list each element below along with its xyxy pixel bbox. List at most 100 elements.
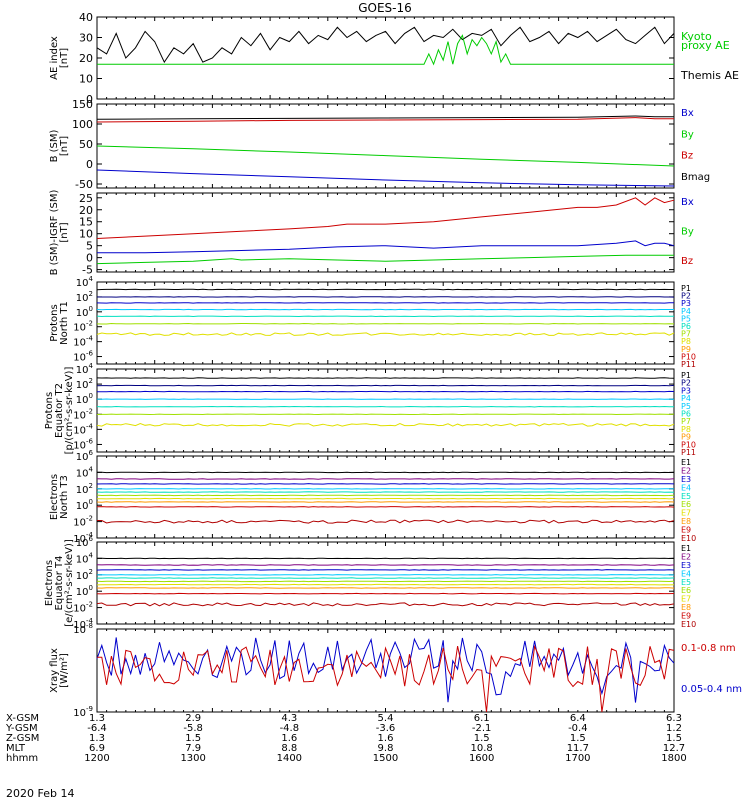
series-line-green (97, 34, 674, 66)
legend-label-p7: P7 (681, 330, 691, 339)
panel-protons_t2: Protons Equator T2 [p/(cm²-s-sr-keV)]10-61… (44, 362, 696, 457)
y-tick-label: 104 (76, 551, 94, 565)
legend-label-p10: P10 (681, 352, 696, 361)
legend-label-e4: E4 (681, 483, 691, 492)
y-axis-label: Equator T4 (54, 556, 65, 611)
y-axis-label: Protons (44, 392, 55, 429)
y-tick-label: 102 (76, 290, 93, 304)
series-line-blue (96, 569, 675, 571)
legend-label-bx: Bx (681, 108, 694, 119)
series-line-yellow (96, 332, 675, 337)
series-line-black (96, 115, 674, 120)
legend-label-e10: E10 (681, 620, 696, 629)
series-line-purple (96, 564, 675, 566)
y-tick-label: 40 (79, 11, 93, 24)
series-line-green (96, 145, 675, 167)
y-tick-label: 0 (86, 93, 93, 106)
ephemeris-value: 10.8 (471, 743, 493, 754)
ephemeris-value: 1.2 (666, 723, 682, 734)
ephemeris-value: 1200 (84, 753, 109, 764)
series-line-purple (96, 478, 675, 480)
ephemeris-value: 11.7 (567, 743, 589, 754)
y-axis-label: Protons (49, 304, 60, 341)
panel-xray: Xray flux [W/m²] 10-9 10-8 0.1-0.8 nm 0.05-0.… (49, 622, 742, 719)
y-tick-label: -50 (75, 178, 93, 191)
legend-label-p8: P8 (681, 425, 691, 434)
y-tick-label: 15 (79, 216, 93, 229)
series-line-red (96, 644, 675, 713)
y-axis-label: [e/(cm²-s-sr-keV)] (64, 539, 75, 627)
panel-frame (96, 368, 675, 453)
legend-label-e7: E7 (681, 595, 691, 604)
y-tick-label: 10-2 (73, 601, 93, 615)
ephemeris-value: 4.3 (281, 713, 297, 724)
legend-label-p1: P1 (681, 284, 691, 293)
ephemeris-value: -3.6 (376, 723, 396, 734)
legend-label-e2: E2 (681, 466, 691, 475)
y-tick-label: 102 (76, 482, 93, 496)
y-axis-label: North T3 (59, 475, 70, 519)
series-line-red (96, 197, 675, 239)
series-line-black (96, 377, 675, 379)
ephemeris-value: 6.9 (89, 743, 105, 754)
legend-label-p11: P11 (681, 360, 696, 369)
date-label: 2020 Feb 14 (6, 787, 74, 800)
legend-label-p9: P9 (681, 345, 691, 354)
y-axis-label: [nT] (59, 136, 70, 156)
y-tick-label: 104 (76, 275, 94, 289)
series-line-red (96, 592, 675, 595)
series-line-blue (96, 169, 675, 187)
y-tick-label: 150 (72, 98, 93, 111)
panel-electrons_t3: Electrons North T310-410-2100102104106E1E… (49, 449, 696, 545)
y-axis-label: Xray flux (49, 648, 60, 693)
ephemeris-value: 12.7 (663, 743, 685, 754)
ephemeris-value: 6.4 (570, 713, 586, 724)
legend-label-bx: Bx (681, 197, 694, 208)
panel-frame (96, 628, 675, 713)
series-line-aqua (96, 491, 675, 493)
legend-label-e6: E6 (681, 500, 691, 509)
legend-label-by: By (681, 129, 694, 140)
y-tick-label: 100 (76, 305, 93, 319)
y-tick-label: 20 (79, 52, 93, 65)
legend-label-p2: P2 (681, 292, 691, 301)
ephemeris-value: 1.3 (89, 713, 105, 724)
ephemeris-value: 1500 (373, 753, 398, 764)
legend-label-e2: E2 (681, 552, 691, 561)
y-tick-label: 10-6 (73, 350, 93, 364)
y-tick-label: 104 (76, 465, 94, 479)
series-line-green (96, 254, 674, 265)
panel-frame (96, 16, 675, 100)
legend-label-p9: P9 (681, 433, 691, 442)
ephemeris-value: -0.4 (568, 723, 588, 734)
legend-label-bz: Bz (681, 256, 693, 267)
legend-label-by: By (681, 227, 694, 238)
ephemeris-value: 5.4 (378, 713, 394, 724)
series-line-black (96, 26, 675, 64)
series-line-red (96, 506, 675, 508)
legend-label-p6: P6 (681, 410, 691, 419)
y-axis-label: North T1 (59, 301, 70, 345)
ephemeris-value: 2.9 (185, 713, 201, 724)
legend-label-e10: E10 (681, 534, 696, 543)
ephemeris-value: 8.8 (281, 743, 297, 754)
ephemeris-value: -2.1 (472, 723, 492, 734)
legend-label-p11: P11 (681, 448, 696, 457)
y-tick-label: 10 (79, 73, 93, 86)
y-tick-label: 102 (76, 377, 93, 391)
y-tick-label: 100 (76, 584, 93, 598)
y-axis-label: [nT] (59, 222, 70, 242)
series-line-orange (96, 501, 675, 503)
legend-label-0-05-0-4-nm: 0.05-0.4 nm (681, 684, 742, 695)
y-tick-label: 10-4 (73, 422, 93, 436)
series-line-blue (97, 240, 675, 254)
series-line-dark_red (97, 519, 675, 524)
y-tick-label: 30 (79, 32, 93, 45)
plot-title: GOES-16 (358, 1, 412, 15)
y-tick-label: 20 (79, 204, 93, 217)
legend-label-p4: P4 (681, 394, 691, 403)
y-axis-label: Equator T2 (54, 383, 65, 438)
